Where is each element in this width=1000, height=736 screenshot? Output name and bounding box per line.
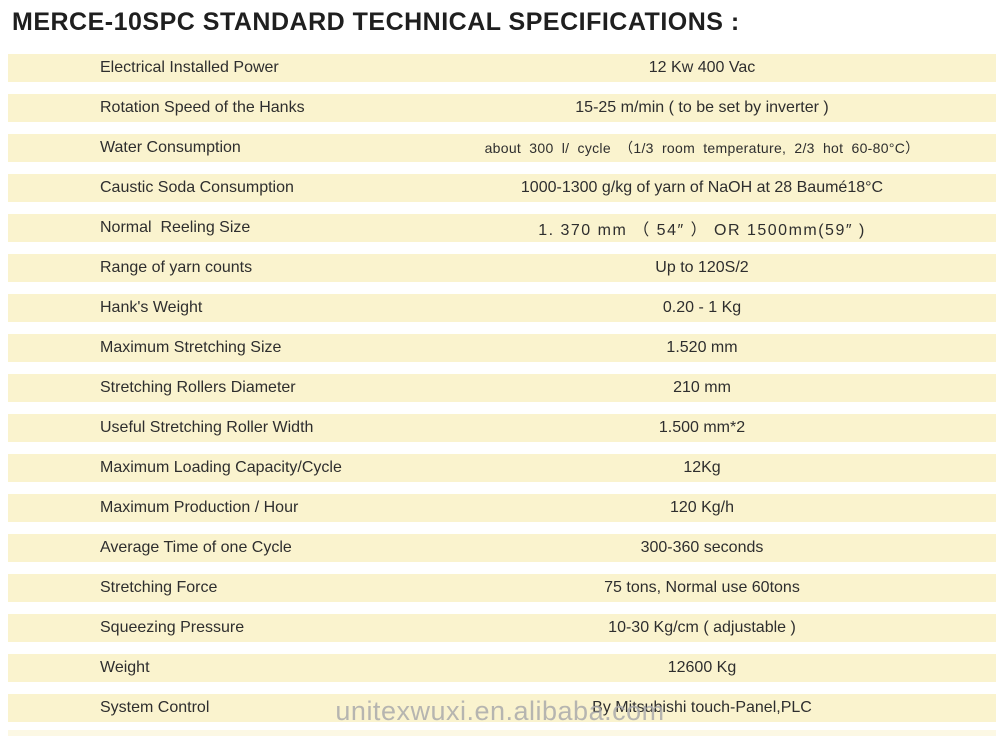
spec-label: Maximum Stretching Size (100, 339, 282, 356)
spec-label: Stretching Force (100, 579, 218, 596)
spec-label: Caustic Soda Consumption (100, 179, 294, 196)
spec-label: Weight (100, 659, 150, 676)
table-row: Range of yarn counts Up to 120S/2 (8, 254, 996, 282)
page-title: MERCE-10SPC STANDARD TECHNICAL SPECIFICA… (12, 8, 740, 36)
table-row: System Control By Mitsubishi touch-Panel,… (8, 694, 996, 722)
spec-value: 300-360 seconds (640, 539, 764, 556)
spec-value: about 300 l/ cycle （1/3 room temperature… (484, 140, 920, 156)
spec-label: Hank's Weight (100, 299, 203, 316)
spec-value: 210 mm (673, 379, 731, 396)
spec-value: 1. 370 mm （ 54″ ） OR 1500mm(59″ ) (538, 222, 866, 239)
spec-label: Average Time of one Cycle (100, 539, 292, 556)
spec-value: 12600 Kg (667, 659, 737, 676)
table-row: Maximum Production / Hour 120 Kg/h (8, 494, 996, 522)
spec-value: 1.500 mm*2 (658, 419, 746, 436)
spec-label: Normal Reeling Size (100, 219, 251, 236)
spec-value: 120 Kg/h (669, 499, 735, 516)
spec-label: Electrical Installed Power (100, 59, 279, 76)
spec-value: 12Kg (683, 459, 721, 476)
spec-value: 12 Kw 400 Vac (648, 59, 756, 76)
table-row: Weight 12600 Kg (8, 654, 996, 682)
table-row: Useful Stretching Roller Width 1.500 mm*2 (8, 414, 996, 442)
table-row: Stretching Force 75 tons, Normal use 60to… (8, 574, 996, 602)
spec-label: Range of yarn counts (100, 259, 253, 276)
spec-value: 1.520 mm (666, 339, 738, 356)
spec-label: Maximum Production / Hour (100, 499, 299, 516)
spec-value: 15-25 m/min ( to be set by inverter ) (575, 99, 829, 116)
table-row: Average Time of one Cycle 300-360 seconds (8, 534, 996, 562)
spec-value: 10-30 Kg/cm ( adjustable ) (608, 619, 796, 636)
table-row: Rotation Speed of the Hanks 15-25 m/min (… (8, 94, 996, 122)
spec-label: Useful Stretching Roller Width (100, 419, 314, 436)
table-row: Electrical Installed Power 12 Kw 400 Vac (8, 54, 996, 82)
spec-value: 0.20 - 1 Kg (662, 299, 742, 316)
table-row: Hank's Weight 0.20 - 1 Kg (8, 294, 996, 322)
table-row: Water Consumption about 300 l/ cycle （1/3… (8, 134, 996, 162)
table-row: Stretching Rollers Diameter 210 mm (8, 374, 996, 402)
watermark-text: unitexwuxi.en.alibaba.com (335, 696, 665, 726)
spec-value: 75 tons, Normal use 60tons (604, 579, 800, 596)
spec-value: 1000-1300 g/kg of yarn of NaOH at 28 Bau… (520, 179, 884, 196)
spec-value: Up to 120S/2 (655, 259, 749, 276)
spec-label: Water Consumption (100, 139, 241, 156)
spec-label: Rotation Speed of the Hanks (100, 99, 305, 116)
spec-label: Squeezing Pressure (100, 619, 245, 636)
spec-label: Stretching Rollers Diameter (100, 379, 296, 396)
spec-label: Maximum Loading Capacity/Cycle (100, 459, 342, 476)
table-row: Maximum Loading Capacity/Cycle 12Kg (8, 454, 996, 482)
spec-table: Electrical Installed Power 12 Kw 400 Vac R… (8, 54, 996, 734)
spec-label: System Control (100, 699, 210, 716)
spec-value: By Mitsubishi touch-Panel,PLC (592, 699, 812, 716)
table-row: Maximum Stretching Size 1.520 mm (8, 334, 996, 362)
table-row: Caustic Soda Consumption 1000-1300 g/kg o… (8, 174, 996, 202)
table-row: Normal Reeling Size 1. 370 mm （ 54″ ） OR … (8, 214, 996, 242)
table-row: Squeezing Pressure 10-30 Kg/cm ( adjustab… (8, 614, 996, 642)
cut-off-row-band (8, 730, 996, 736)
